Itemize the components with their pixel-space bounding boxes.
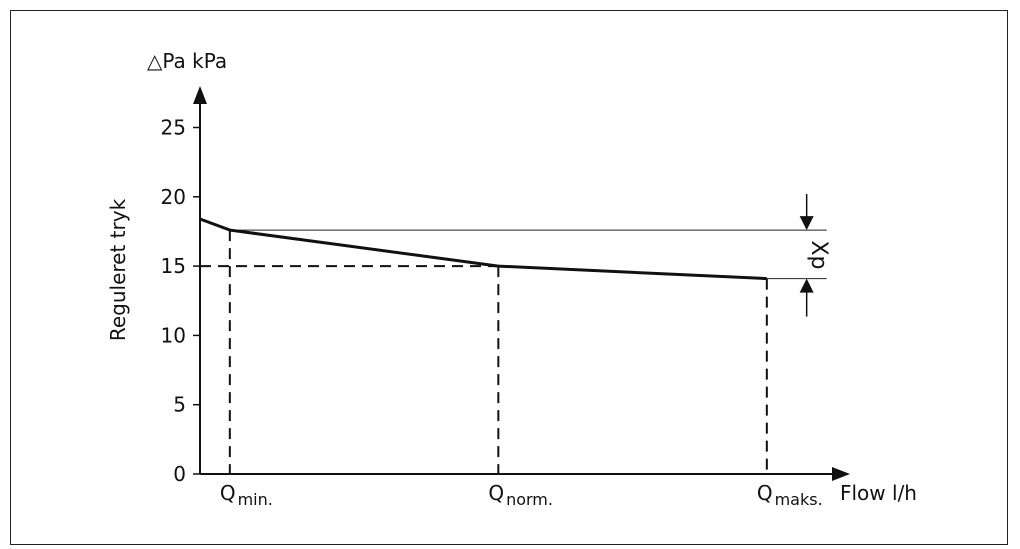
x-axis-title: Flow l/h [840,481,917,505]
y-unit-label: △Pa kPa [147,49,227,73]
y-tick-label: 25 [161,116,186,140]
reference-lines [200,229,827,474]
x-axis-arrow [832,467,850,481]
axes [193,86,850,481]
y-ticks: 0 5 10 15 20 25 [161,116,200,486]
xp-label: Xp [806,240,831,269]
y-axis-arrow [193,86,207,104]
chart-frame [10,10,1008,545]
y-tick-label: 10 [161,323,186,347]
y-tick-label: 20 [161,185,186,209]
xp-bottom-arrow [799,278,814,293]
y-tick-label: 0 [173,462,186,486]
xp-top-arrow [799,216,814,231]
pressure-curve [199,217,767,281]
axis-labels: △Pa kPa Reguleret tryk Flow l/h Xp [106,49,917,505]
series-layer [199,217,767,281]
y-axis-title: Reguleret tryk [106,198,130,341]
y-tick-label: 5 [173,393,186,417]
y-tick-label: 15 [161,254,186,278]
xp-indicator [799,194,814,317]
